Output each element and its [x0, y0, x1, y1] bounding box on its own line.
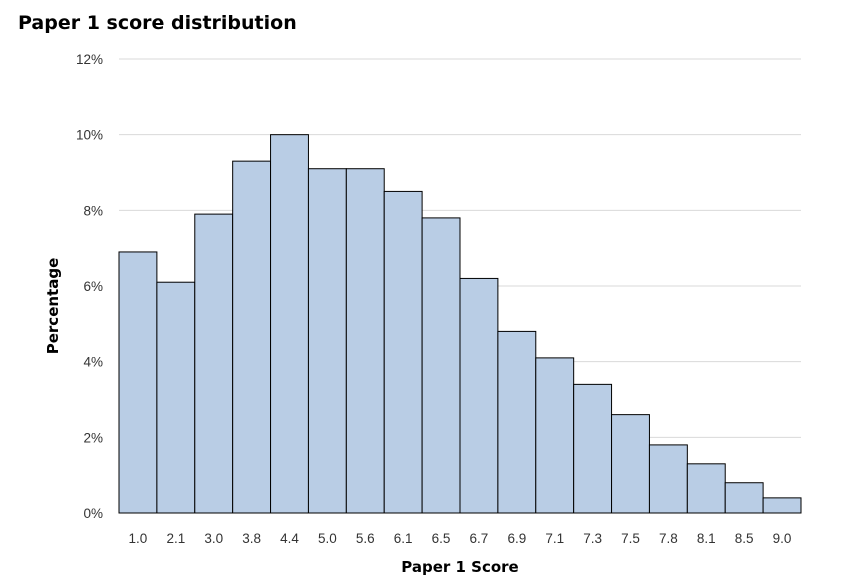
x-axis-title: Paper 1 Score — [401, 558, 518, 576]
x-tick-label: 3.8 — [242, 531, 261, 546]
bar — [724, 482, 764, 514]
bar — [497, 330, 537, 514]
x-tick-label: 5.0 — [318, 531, 337, 546]
y-tick-labels: 0% 2% 4% 6% 8% 10% 12% — [76, 52, 103, 521]
x-tick-label: 8.5 — [735, 531, 754, 546]
bar — [648, 444, 688, 514]
x-tick-label: 5.6 — [356, 531, 375, 546]
bar — [383, 190, 423, 514]
bar — [762, 497, 802, 514]
x-tick-label: 6.1 — [394, 531, 413, 546]
bar — [194, 213, 234, 514]
x-tick-label: 4.4 — [280, 531, 299, 546]
x-tick-label: 7.5 — [621, 531, 640, 546]
x-tick-label: 7.3 — [583, 531, 602, 546]
bar — [535, 357, 575, 514]
x-tick-labels: 1.0 2.1 3.0 3.8 4.4 5.0 5.6 6.1 6.5 6.7 6.9 7.1 7.3 7… — [129, 531, 792, 546]
x-tick-label: 3.0 — [204, 531, 223, 546]
x-tick-label: 6.7 — [470, 531, 489, 546]
y-axis-title: Percentage — [44, 258, 62, 355]
y-tick-label: 2% — [83, 430, 103, 445]
chart-title: Paper 1 score distribution — [18, 12, 297, 34]
y-tick-label: 12% — [76, 52, 103, 67]
bar — [307, 168, 347, 514]
x-tick-label: 6.5 — [432, 531, 451, 546]
x-tick-label: 2.1 — [166, 531, 185, 546]
bar — [459, 277, 499, 514]
bar — [421, 217, 461, 514]
bar — [686, 463, 726, 514]
x-tick-label: 1.0 — [129, 531, 148, 546]
x-tick-label: 7.8 — [659, 531, 678, 546]
x-tick-label: 8.1 — [697, 531, 716, 546]
bar — [232, 160, 272, 514]
x-tick-label: 7.1 — [545, 531, 564, 546]
y-tick-label: 4% — [83, 355, 103, 370]
bar — [345, 168, 385, 514]
x-tick-label: 9.0 — [773, 531, 792, 546]
bar — [573, 383, 613, 514]
bars — [118, 134, 802, 514]
y-tick-label: 8% — [83, 203, 103, 218]
y-tick-label: 0% — [83, 506, 103, 521]
y-tick-label: 6% — [83, 279, 103, 294]
bar — [270, 134, 309, 514]
y-tick-label: 10% — [76, 128, 103, 143]
bar — [118, 251, 158, 514]
bar — [156, 281, 196, 514]
x-tick-label: 6.9 — [507, 531, 526, 546]
bar — [611, 414, 650, 514]
